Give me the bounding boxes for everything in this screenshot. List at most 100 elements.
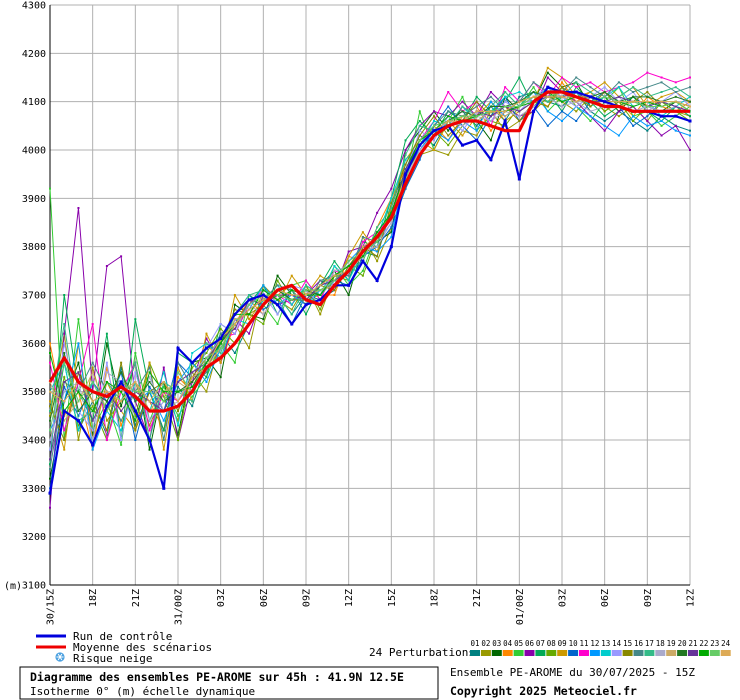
series-point xyxy=(177,439,179,441)
perturbation-number: 11 xyxy=(579,639,588,648)
series-point xyxy=(191,376,194,379)
series-point xyxy=(632,86,635,89)
series-point xyxy=(120,361,123,364)
series-point xyxy=(248,303,251,306)
series-point xyxy=(120,419,123,422)
series-point xyxy=(603,129,606,132)
perturbation-swatch xyxy=(579,650,589,656)
series-point xyxy=(518,100,521,103)
series-point xyxy=(376,245,379,248)
series-point xyxy=(63,439,66,441)
series-point xyxy=(290,274,293,277)
series-point xyxy=(162,448,165,451)
series-point xyxy=(248,308,251,311)
series-point xyxy=(276,313,279,316)
series-point xyxy=(404,153,407,156)
series-point xyxy=(63,381,66,383)
series-point xyxy=(489,105,492,108)
control-point xyxy=(418,143,422,147)
perturbation-swatch xyxy=(633,650,644,656)
y-tick-label: 3200 xyxy=(22,532,46,543)
series-point xyxy=(91,410,94,412)
y-tick-label: 3600 xyxy=(22,339,46,350)
perturbation-number: 09 xyxy=(558,639,567,648)
y-tick-label: 3300 xyxy=(22,484,46,495)
series-point xyxy=(390,197,393,200)
series-point xyxy=(404,139,407,142)
series-point xyxy=(589,91,592,93)
series-point xyxy=(134,439,137,441)
series-point xyxy=(461,100,464,103)
control-point xyxy=(219,337,223,340)
x-tick-label: 09Z xyxy=(302,589,313,607)
series-point xyxy=(49,439,51,441)
series-point xyxy=(632,105,635,108)
control-point xyxy=(318,298,322,302)
series-point xyxy=(305,279,307,282)
y-tick-label: 4300 xyxy=(22,1,46,12)
series-point xyxy=(319,274,322,277)
series-point xyxy=(148,419,151,422)
series-point xyxy=(262,289,265,292)
x-tick-label: 06Z xyxy=(600,589,611,607)
title-box xyxy=(19,666,439,700)
perturbation-number: 14 xyxy=(612,639,622,648)
series-point xyxy=(134,318,137,321)
series-point xyxy=(162,366,165,369)
series-point xyxy=(447,139,450,142)
series-point xyxy=(148,366,151,369)
series-point xyxy=(603,86,606,89)
series-point xyxy=(674,95,677,98)
series-point xyxy=(233,318,236,321)
series-point xyxy=(603,124,606,127)
control-point xyxy=(133,409,137,413)
series-point xyxy=(248,332,251,335)
series-point xyxy=(333,265,336,267)
series-point xyxy=(49,400,51,403)
series-point xyxy=(134,424,137,427)
perturbation-number: 17 xyxy=(645,639,654,648)
series-point xyxy=(447,105,450,108)
series-point xyxy=(674,124,677,127)
series-point xyxy=(49,448,51,451)
series-point xyxy=(120,443,123,446)
series-point xyxy=(447,120,450,122)
series-point xyxy=(148,390,151,393)
series-point xyxy=(77,371,80,374)
control-point xyxy=(361,259,365,263)
series-point xyxy=(546,71,549,74)
series-point xyxy=(504,124,507,127)
perturbation-number: 15 xyxy=(623,639,632,648)
series-point xyxy=(589,105,592,108)
series-point xyxy=(148,448,151,451)
series-point xyxy=(49,414,51,417)
perturbation-number: 19 xyxy=(667,639,676,648)
control-point xyxy=(347,283,351,287)
control-point xyxy=(389,245,393,249)
series-point xyxy=(646,129,649,132)
series-point xyxy=(205,356,208,359)
series-point xyxy=(361,236,364,238)
series-point xyxy=(105,390,108,393)
series-point xyxy=(219,361,222,364)
series-point xyxy=(49,187,51,190)
series-point xyxy=(546,66,549,69)
series-point xyxy=(63,342,66,345)
series-point xyxy=(504,91,507,93)
series-point xyxy=(518,91,521,93)
series-point xyxy=(262,323,265,325)
footer-subtitle: Isotherme 0° (m) échelle dynamique xyxy=(30,685,255,698)
series-point xyxy=(49,410,51,412)
series-point xyxy=(347,279,350,282)
control-point xyxy=(532,109,536,113)
series-point xyxy=(177,414,179,417)
series-point xyxy=(105,342,108,345)
series-point xyxy=(660,95,663,98)
y-tick-label: 4000 xyxy=(22,146,46,157)
series-point xyxy=(205,332,208,335)
series-point xyxy=(689,76,691,79)
series-point xyxy=(518,115,521,118)
x-tick-label: 21Z xyxy=(131,589,142,607)
series-point xyxy=(546,105,549,108)
control-point xyxy=(404,172,408,176)
